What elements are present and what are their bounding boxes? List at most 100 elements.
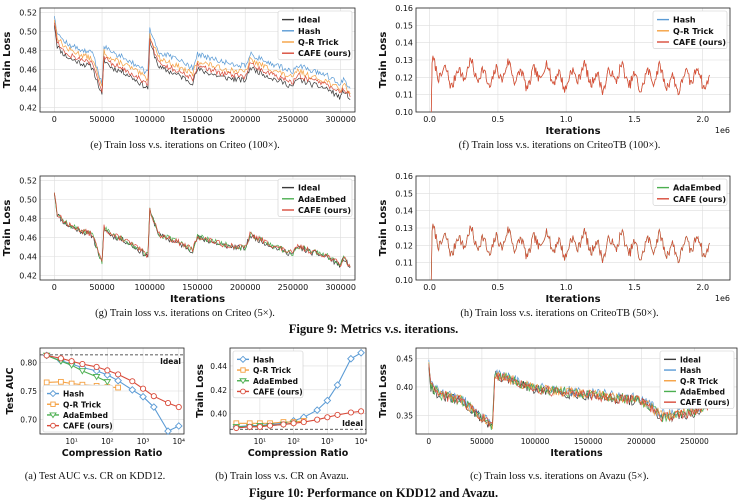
x-tick-label: 0 [426, 437, 431, 446]
x-tick-label: 150000 [574, 437, 603, 446]
y-axis-label: Train Loss [2, 32, 13, 89]
caption-b: (b) Train loss v.s. CR on Avazu. [215, 471, 349, 482]
y-tick-label: 0.46 [19, 233, 37, 242]
data-point [79, 361, 86, 368]
y-tick-label: 0.40 [396, 383, 413, 392]
data-point [43, 379, 50, 386]
x-tick-label: 300000 [325, 115, 356, 124]
legend-label: Hash [63, 390, 84, 399]
legend-label: Hash [673, 16, 696, 25]
chart-c: 0.35 0.40 0.45 0 50000 100000 150000 200000 2500… [378, 347, 738, 459]
series-line-cafe-ours- [53, 22, 351, 98]
data-point [58, 378, 64, 385]
y-tick-label: 0.52 [19, 177, 37, 186]
y-tick-label: 0.15 [395, 21, 413, 30]
legend-label: CAFE (ours) [298, 49, 351, 58]
data-point [233, 424, 240, 432]
x-tick-label: 10³ [321, 437, 334, 446]
data-point [313, 406, 322, 414]
legend-marker [240, 367, 246, 373]
data-point [358, 408, 365, 415]
x-tick-label: 300000 [325, 283, 356, 292]
x-tick-label: 150000 [182, 283, 213, 292]
y-tick-label: 0.14 [395, 207, 413, 216]
series-line-cafe-ours- [428, 363, 727, 428]
legend-label: AdaEmbed [298, 195, 346, 204]
chart-b: 0.40 0.42 0.44 10¹ 10² 10³ 10⁴ Compression Rati… [195, 347, 367, 459]
x-tick-label: 250000 [278, 115, 309, 124]
data-point [115, 371, 122, 378]
data-point [164, 399, 172, 407]
data-point [92, 374, 101, 381]
legend-box [42, 384, 114, 433]
y-tick-label: 0.16 [395, 4, 413, 13]
plot-frame [39, 347, 185, 435]
x-tick-label: 100000 [134, 283, 165, 292]
data-point [357, 348, 365, 357]
x-tick-label: 50000 [89, 283, 114, 292]
legend-box [277, 178, 353, 217]
x-tick-label: 1.5 [628, 283, 641, 292]
legend-label: CAFE (ours) [298, 206, 351, 215]
x-tick-label: 10¹ [254, 437, 267, 446]
y-axis-label: Train Loss [378, 32, 389, 89]
x-tick-label: 50000 [470, 437, 494, 446]
y-axis-label: Train Loss [378, 200, 389, 257]
data-point [140, 385, 147, 392]
legend-label: Hash [298, 27, 321, 36]
y-tick-label: 0.46 [19, 65, 37, 74]
legend-box [659, 350, 735, 409]
data-point [129, 378, 136, 385]
x-axis-label: Iterations [170, 126, 225, 137]
data-point [290, 420, 297, 427]
x-tick-label: 200000 [230, 115, 261, 124]
chart-f: 0.10 0.11 0.12 0.13 0.14 0.15 0.16 0.0 0.5 1.0 1.5… [378, 4, 731, 137]
y-tick-label: 0.14 [395, 39, 413, 48]
chart-a: 0.70 0.75 0.80 10¹ 10² 10³ 10⁴ Compression Rati… [5, 347, 186, 459]
legend-marker [239, 355, 247, 363]
legend-box [277, 10, 353, 61]
data-point [314, 416, 321, 423]
y-tick-label: 0.80 [20, 358, 37, 367]
x-tick-label: 2.0 [696, 283, 709, 292]
x-tick-label: 0.5 [492, 115, 505, 124]
x-axis-label: Iterations [170, 294, 225, 305]
x-tick-label: 100000 [134, 115, 165, 124]
y-tick-label: 0.45 [396, 354, 413, 363]
y-tick-label: 0.44 [210, 362, 227, 371]
y-tick-label: 0.40 [210, 410, 227, 419]
legend-label: CAFE (ours) [63, 422, 113, 431]
y-tick-label: 0.70 [20, 416, 37, 425]
data-point [347, 354, 355, 363]
series-line-cafe-ours- [430, 55, 710, 112]
y-tick-label: 0.48 [19, 215, 37, 224]
legend-label: Ideal [298, 184, 321, 193]
data-point [43, 352, 50, 359]
y-tick-label: 0.42 [210, 386, 227, 395]
caption-g: (g) Train loss v.s. iterations on Criteo… [95, 308, 275, 319]
legend-label: Q-R Trick [673, 27, 714, 36]
chart-e: 0.42 0.44 0.46 0.48 0.50 0.52 0 50000 100000 1500… [2, 7, 356, 137]
x-tick-label: 100000 [521, 437, 550, 446]
x-tick-label: 10⁴ [173, 437, 186, 446]
y-tick-label: 0.42 [19, 271, 37, 280]
data-point [68, 358, 75, 365]
ideal-label: Ideal [342, 419, 363, 428]
x-tick-label: 50000 [89, 115, 114, 124]
y-tick-label: 0.75 [20, 387, 37, 396]
y-tick-label: 0.10 [395, 108, 413, 117]
legend-label: Q-R Trick [63, 400, 102, 409]
figure-9-caption: Figure 9: Metrics v.s. iterations. [288, 322, 459, 336]
y-tick-label: 0.13 [395, 224, 413, 233]
data-point [323, 396, 332, 405]
legend-label: Ideal [298, 16, 321, 25]
chart-h: 0.10 0.11 0.12 0.13 0.14 0.15 0.16 0.0 0.5 1.0 1.5… [378, 172, 731, 305]
data-point [114, 376, 122, 385]
x-tick-label: 150000 [182, 115, 213, 124]
x-axis-label: Iterations [545, 126, 600, 137]
legend-label: CAFE (ours) [680, 398, 730, 407]
y-tick-label: 0.35 [396, 412, 413, 421]
data-point [280, 421, 287, 428]
x-axis-label: Compression Ratio [248, 448, 349, 459]
x-tick-label: 200000 [627, 437, 656, 446]
